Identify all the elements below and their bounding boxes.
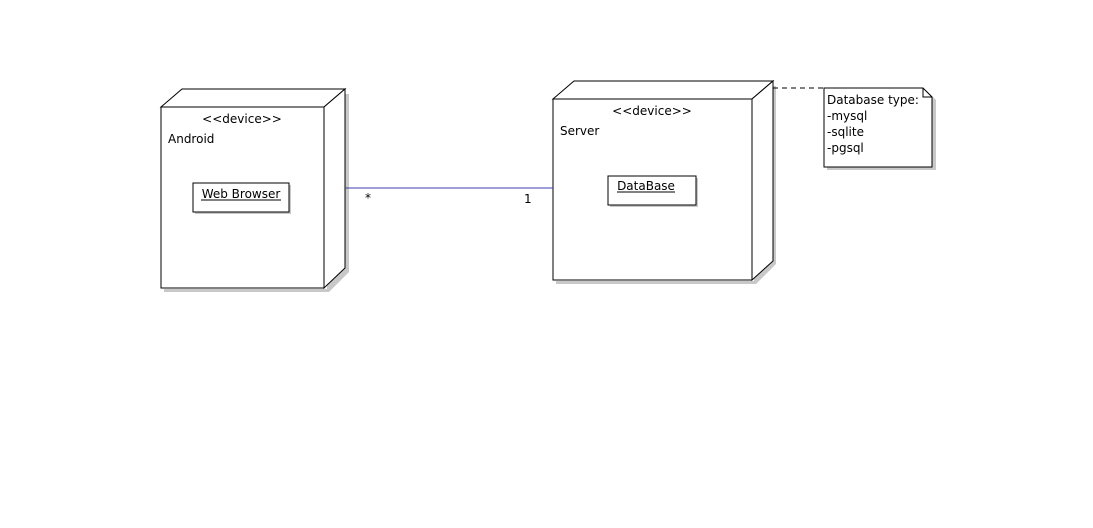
note-line: -mysql: [827, 109, 867, 123]
note-fold-corner: [922, 88, 932, 98]
web-browser-artifact-box: [192, 182, 290, 213]
server-node-name: Server: [560, 124, 599, 138]
note-line: -pgsql: [827, 141, 864, 155]
android-node-stereotype: <<device>>: [202, 112, 282, 126]
android-node-side: [323, 87, 346, 290]
web-browser-artifact[interactable]: Web Browser: [192, 182, 291, 214]
server-node[interactable]: <<device>> Server DataBase: [551, 79, 776, 284]
database-artifact-label: DataBase: [617, 179, 675, 193]
note-title: Database type:: [827, 93, 919, 107]
android-node-top: [159, 88, 347, 108]
web-browser-artifact-label: Web Browser: [202, 187, 281, 201]
database-artifact-box: [607, 175, 697, 206]
association-multiplicity-android: *: [365, 191, 371, 205]
note-line: -sqlite: [827, 125, 864, 139]
server-node-stereotype: <<device>>: [612, 104, 692, 118]
server-node-side: [751, 79, 774, 282]
android-node-name: Android: [168, 132, 214, 146]
association-line[interactable]: * 1: [345, 187, 553, 206]
association-multiplicity-server: 1: [524, 192, 532, 206]
android-node[interactable]: <<device>> Android Web Browser: [159, 87, 349, 292]
database-type-note[interactable]: Database type: -mysql -sqlite -pgsql: [773, 87, 936, 170]
database-artifact[interactable]: DataBase: [607, 175, 698, 207]
server-node-top: [551, 80, 775, 100]
note-body: [823, 87, 933, 168]
